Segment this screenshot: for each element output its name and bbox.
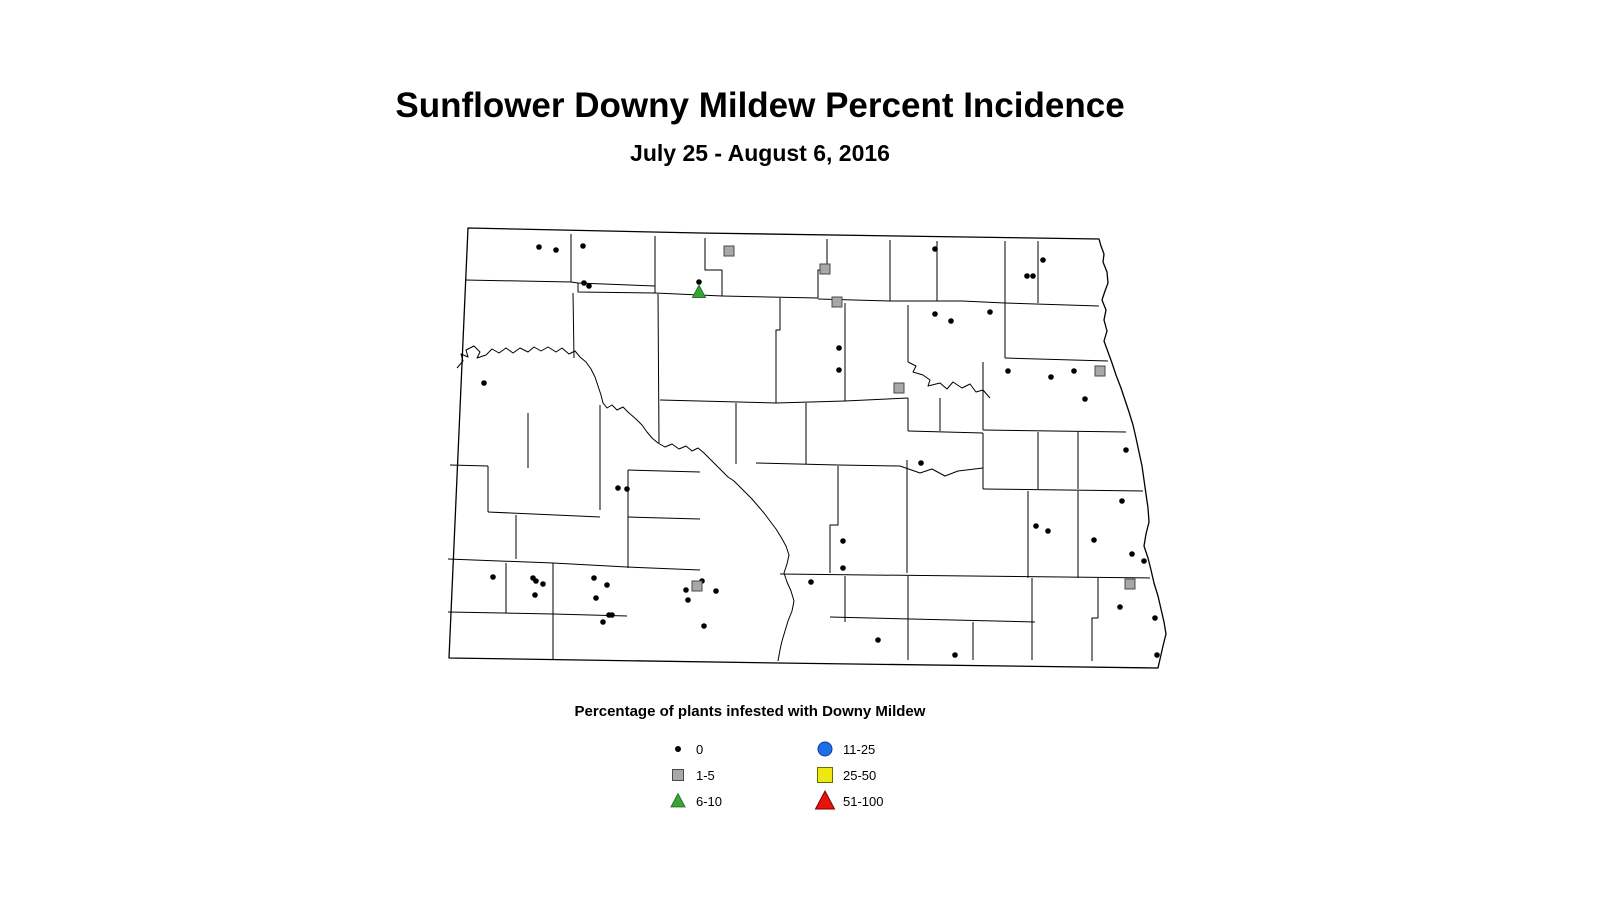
legend-item-51-100: 51-100 [814,788,961,814]
legend-label: 0 [696,741,704,757]
legend-dot-icon [667,738,689,760]
nd-county-map [447,227,1167,669]
incidence-marker-0 [1119,498,1125,504]
incidence-marker-0 [1033,523,1039,529]
incidence-marker-0 [1154,652,1160,658]
incidence-marker-0 [987,309,993,315]
incidence-marker-0 [932,246,938,252]
incidence-marker-0 [696,279,702,285]
incidence-marker-0 [1123,447,1129,453]
legend-item-0: 0 [667,736,814,762]
incidence-marker-0 [683,587,689,593]
legend-triangle-icon [814,790,836,812]
incidence-marker-0 [808,579,814,585]
legend-label: 25-50 [843,767,877,783]
incidence-marker-0 [1024,273,1030,279]
legend-label: 6-10 [696,793,723,809]
incidence-marker-1-5 [1094,365,1106,377]
legend-triangle-icon [667,790,689,812]
incidence-marker-1-5 [1124,578,1136,590]
legend: 0 1-5 6-10 11-25 25-50 51-100 [667,736,961,814]
incidence-marker-0 [840,565,846,571]
legend-item-1-5: 1-5 [667,762,814,788]
incidence-marker-0 [615,485,621,491]
incidence-marker-6-10 [691,284,707,298]
incidence-marker-0 [604,582,610,588]
incidence-marker-0 [701,623,707,629]
incidence-marker-0 [600,619,606,625]
incidence-marker-0 [624,486,630,492]
map-container [420,210,1185,682]
incidence-marker-0 [836,345,842,351]
incidence-marker-0 [490,574,496,580]
incidence-marker-0 [532,592,538,598]
incidence-marker-0 [1117,604,1123,610]
incidence-marker-0 [685,597,691,603]
legend-square-icon [814,764,836,786]
incidence-marker-0 [586,283,592,289]
chart-title: Sunflower Downy Mildew Percent Incidence [395,86,1125,125]
legend-item-25-50: 25-50 [814,762,961,788]
chart-subtitle: July 25 - August 6, 2016 [630,140,890,166]
incidence-marker-0 [1129,551,1135,557]
legend-item-11-25: 11-25 [814,736,961,762]
incidence-marker-0 [932,311,938,317]
incidence-marker-1-5 [831,296,843,308]
incidence-marker-0 [836,367,842,373]
incidence-marker-0 [1152,615,1158,621]
incidence-marker-0 [948,318,954,324]
incidence-marker-0 [540,581,546,587]
legend-title: Percentage of plants infested with Downy… [574,703,926,720]
incidence-marker-0 [918,460,924,466]
incidence-marker-0 [1005,368,1011,374]
incidence-marker-1-5 [691,580,703,592]
state-outline [448,227,1167,669]
incidence-marker-1-5 [819,263,831,275]
legend-label: 1-5 [696,767,715,783]
county-borders [447,234,1151,662]
incidence-marker-0 [481,380,487,386]
incidence-marker-0 [593,595,599,601]
incidence-marker-0 [713,588,719,594]
incidence-marker-0 [609,612,615,618]
incidence-marker-0 [580,243,586,249]
legend-label: 11-25 [843,741,876,757]
incidence-marker-0 [1082,396,1088,402]
incidence-marker-0 [536,244,542,250]
incidence-marker-0 [553,247,559,253]
incidence-marker-0 [840,538,846,544]
incidence-marker-0 [591,575,597,581]
incidence-marker-0 [875,637,881,643]
missouri-river [456,345,795,662]
incidence-marker-0 [1071,368,1077,374]
incidence-marker-0 [1141,558,1147,564]
incidence-marker-0 [952,652,958,658]
incidence-marker-0 [1045,528,1051,534]
incidence-marker-1-5 [723,245,735,257]
incidence-marker-0 [1030,273,1036,279]
legend-label: 51-100 [843,793,884,809]
legend-item-6-10: 6-10 [667,788,814,814]
legend-circle-icon [814,738,836,760]
incidence-marker-0 [533,578,539,584]
incidence-marker-0 [1091,537,1097,543]
incidence-marker-0 [1048,374,1054,380]
incidence-marker-0 [1040,257,1046,263]
incidence-marker-1-5 [893,382,905,394]
incidence-marker-0 [581,280,587,286]
legend-square-icon [667,764,689,786]
